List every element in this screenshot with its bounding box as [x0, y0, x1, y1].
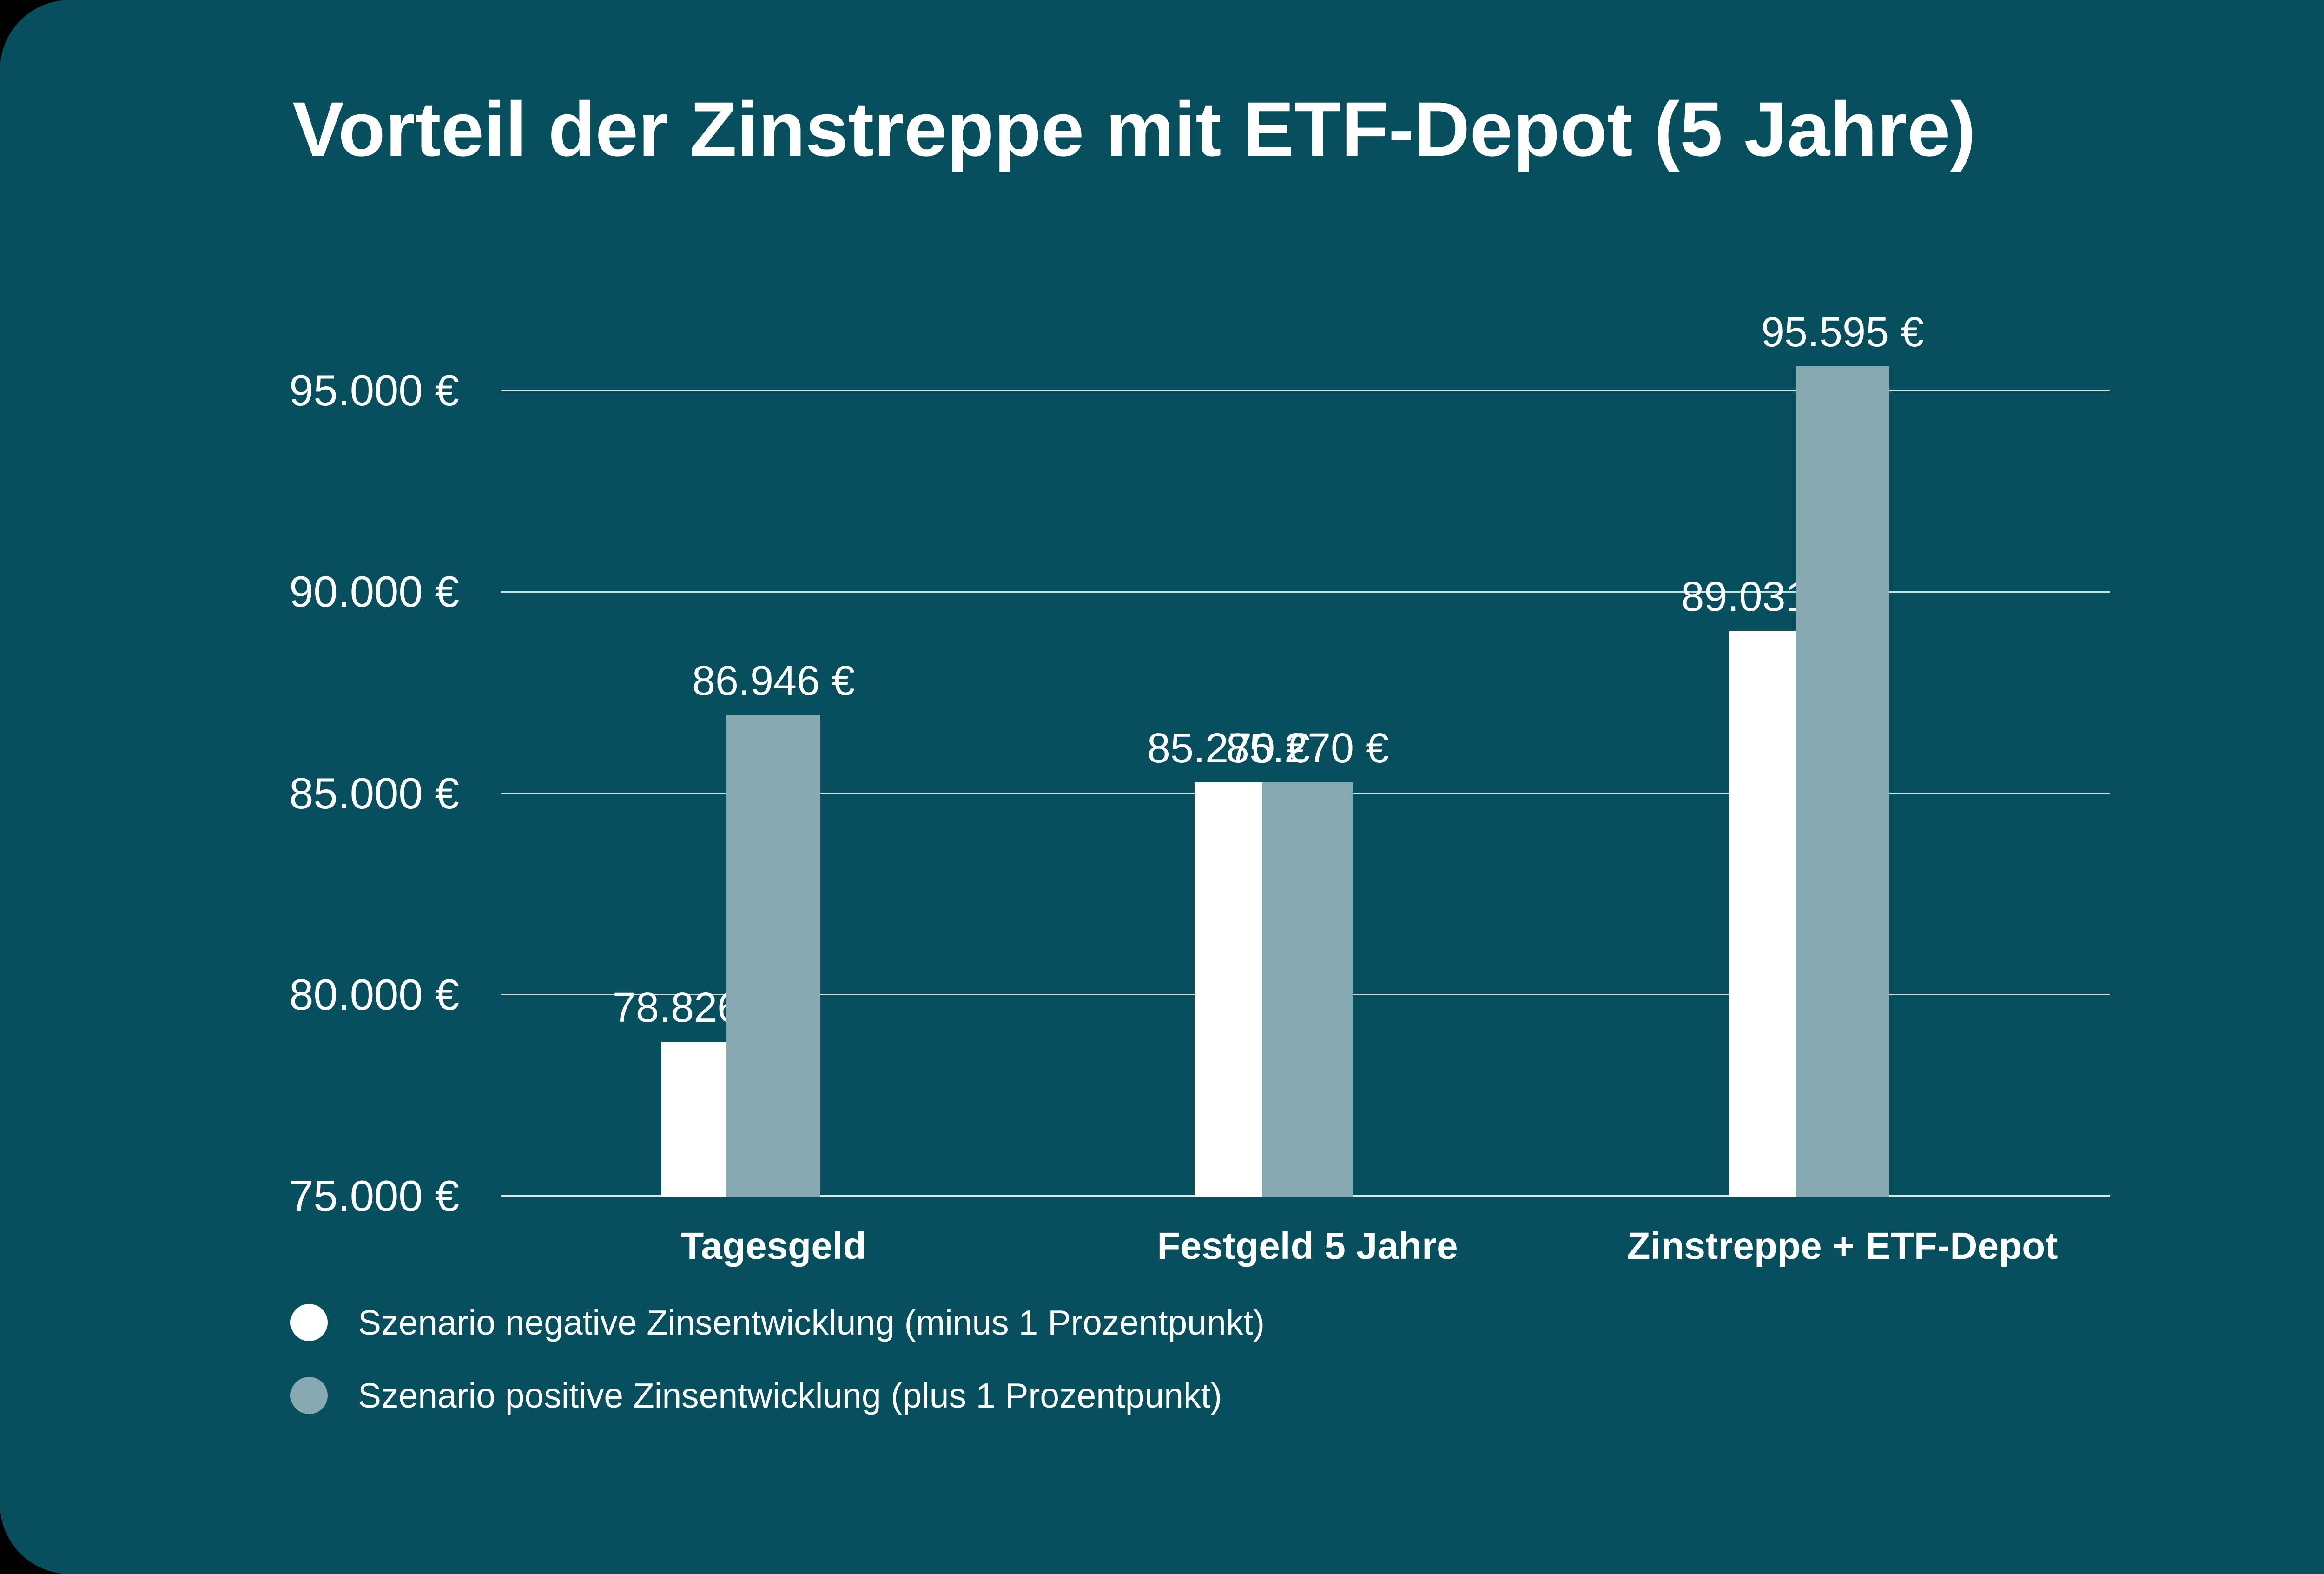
y-axis-tick-label: 85.000 €: [289, 768, 459, 818]
bar-positive-1: [1262, 782, 1353, 1197]
bar-negative-1: [1195, 782, 1262, 1197]
legend-swatch-negative-icon: [290, 1304, 328, 1341]
y-axis-tick-label: 75.000 €: [289, 1171, 459, 1220]
bar-negative-0: [661, 1042, 726, 1197]
y-axis-tick-label: 80.000 €: [289, 970, 459, 1019]
category-label-1: Festgeld 5 Jahre: [1157, 1225, 1458, 1267]
legend-label-negative: Szenario negative Zinsentwicklung (minus…: [358, 1303, 1265, 1342]
bar-positive-0: [726, 714, 820, 1197]
gridline: [501, 591, 2110, 593]
value-label-negative-1: 85.270 €: [1147, 725, 1310, 772]
legend-swatch-positive-icon: [290, 1377, 328, 1414]
bar-positive-2: [1796, 366, 1889, 1197]
category-label-0: Tagesgeld: [680, 1225, 866, 1267]
y-axis-tick-label: 90.000 €: [289, 567, 459, 616]
bar-negative-2: [1729, 631, 1796, 1197]
legend-item-positive-scenario: Szenario positive Zinsentwicklung (plus …: [290, 1375, 1222, 1416]
y-axis-tick-label: 95.000 €: [289, 366, 459, 415]
value-label-positive-0: 86.946 €: [692, 657, 855, 704]
value-label-positive-2: 95.595 €: [1761, 309, 1924, 356]
value-label-positive-1: 85.270 €: [1226, 725, 1389, 772]
legend-label-positive: Szenario positive Zinsentwicklung (plus …: [358, 1376, 1222, 1415]
category-label-2: Zinstreppe + ETF-Depot: [1627, 1225, 2058, 1267]
legend-item-negative-scenario: Szenario negative Zinsentwicklung (minus…: [290, 1302, 1265, 1343]
gridline: [501, 390, 2110, 391]
chart-title: Vorteil der Zinstreppe mit ETF-Depot (5 …: [292, 86, 1976, 172]
